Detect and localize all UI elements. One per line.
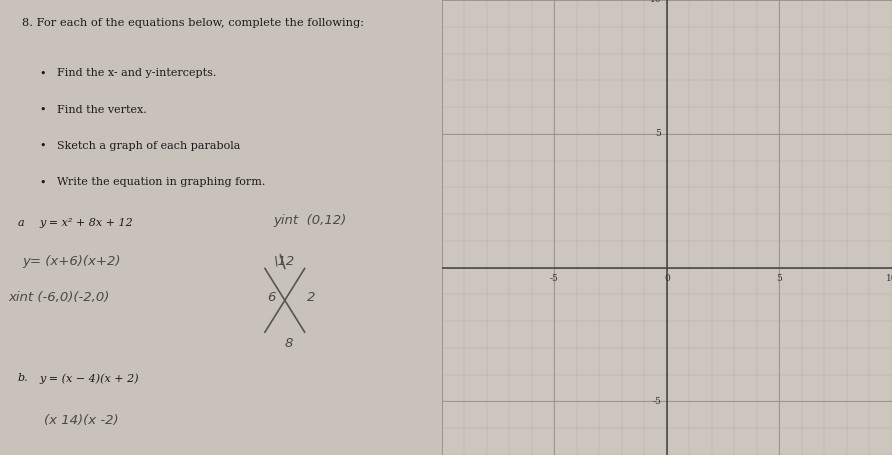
Text: Sketch a graph of each parabola: Sketch a graph of each parabola: [57, 141, 241, 151]
Text: 5: 5: [776, 274, 782, 283]
Text: 10: 10: [649, 0, 661, 5]
Text: (x 14)(x -2): (x 14)(x -2): [45, 414, 119, 427]
Text: 10: 10: [887, 274, 892, 283]
Text: b.: b.: [18, 373, 29, 383]
Text: 6: 6: [267, 291, 276, 304]
Text: y = x² + 8x + 12: y = x² + 8x + 12: [40, 218, 134, 228]
Text: 2: 2: [307, 291, 315, 304]
Text: -5: -5: [652, 397, 661, 406]
Text: \12: \12: [274, 255, 295, 268]
Text: •: •: [40, 105, 46, 115]
Text: -5: -5: [549, 274, 558, 283]
Text: xint (-6,0)(-2,0): xint (-6,0)(-2,0): [9, 291, 111, 304]
Text: y = (x − 4)(x + 2): y = (x − 4)(x + 2): [40, 373, 139, 384]
Text: Write the equation in graphing form.: Write the equation in graphing form.: [57, 177, 266, 187]
Text: 8. For each of the equations below, complete the following:: 8. For each of the equations below, comp…: [22, 18, 364, 28]
Text: Find the x- and y-intercepts.: Find the x- and y-intercepts.: [57, 68, 217, 78]
Text: •: •: [40, 68, 46, 78]
Text: 5: 5: [656, 129, 661, 138]
Text: yint  (0,12): yint (0,12): [274, 214, 347, 227]
Text: 8: 8: [285, 337, 293, 350]
Text: a: a: [18, 218, 24, 228]
Text: Find the vertex.: Find the vertex.: [57, 105, 147, 115]
Text: •: •: [40, 177, 46, 187]
Text: •: •: [40, 141, 46, 151]
Text: 0: 0: [664, 274, 670, 283]
Text: y= (x+6)(x+2): y= (x+6)(x+2): [22, 255, 120, 268]
